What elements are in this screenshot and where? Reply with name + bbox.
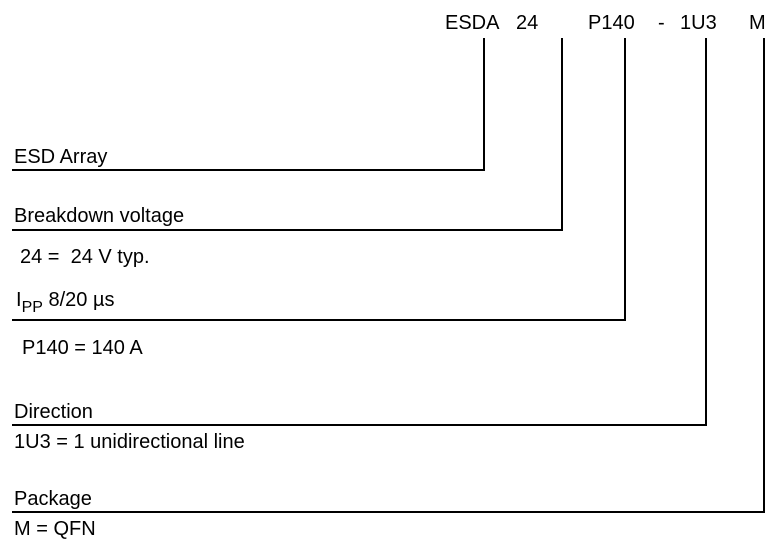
code-part: - — [658, 12, 665, 34]
field-name: Breakdown voltage — [14, 205, 184, 227]
field-detail: 24 = 24 V typ. — [20, 246, 150, 268]
code-part: 24 — [516, 12, 538, 34]
field-name: IPP 8/20 µs — [16, 289, 114, 316]
field-detail: 1U3 = 1 unidirectional line — [14, 431, 245, 453]
field-name-subscript: PP — [22, 299, 43, 316]
field-name: Direction — [14, 401, 93, 423]
field-name: Package — [14, 488, 92, 510]
field-name-rest: 8/20 µs — [43, 289, 115, 311]
field-detail: P140 = 140 A — [22, 337, 143, 359]
code-part: M — [749, 12, 766, 34]
field-detail: M = QFN — [14, 518, 96, 540]
field-name: ESD Array — [14, 146, 107, 168]
code-part: 1U3 — [680, 12, 717, 34]
field-name-main: I — [16, 289, 22, 311]
code-part: P140 — [588, 12, 635, 34]
code-part: ESDA — [445, 12, 500, 34]
